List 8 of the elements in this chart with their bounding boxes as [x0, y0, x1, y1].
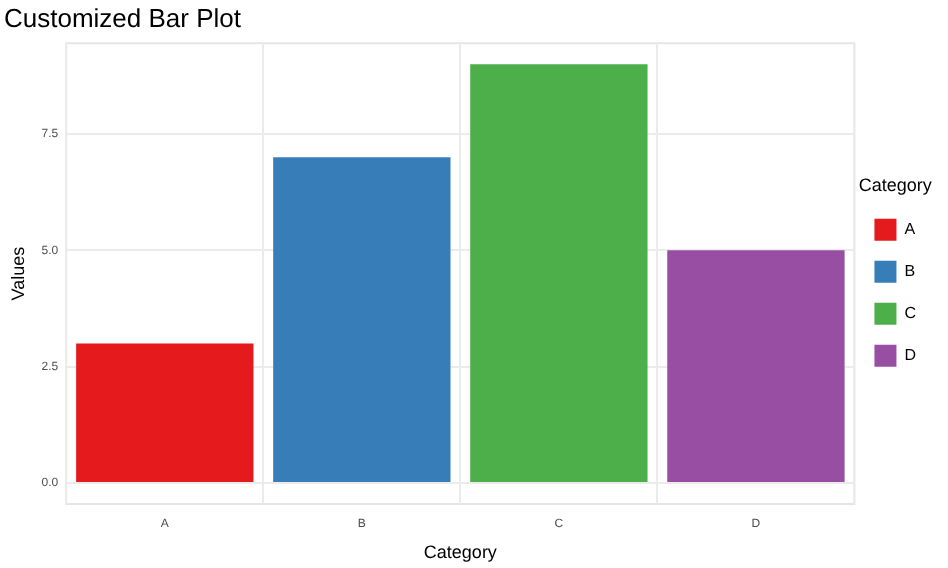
x-axis-title: Category: [423, 542, 498, 563]
chart-title: Customized Bar Plot: [4, 2, 242, 33]
legend-title: Category: [858, 175, 933, 196]
legend-label: B: [904, 262, 916, 281]
legend-label: C: [904, 304, 917, 323]
legend-label: D: [904, 346, 917, 365]
y-axis-title: Values: [7, 245, 28, 301]
legend-label: A: [904, 220, 917, 239]
